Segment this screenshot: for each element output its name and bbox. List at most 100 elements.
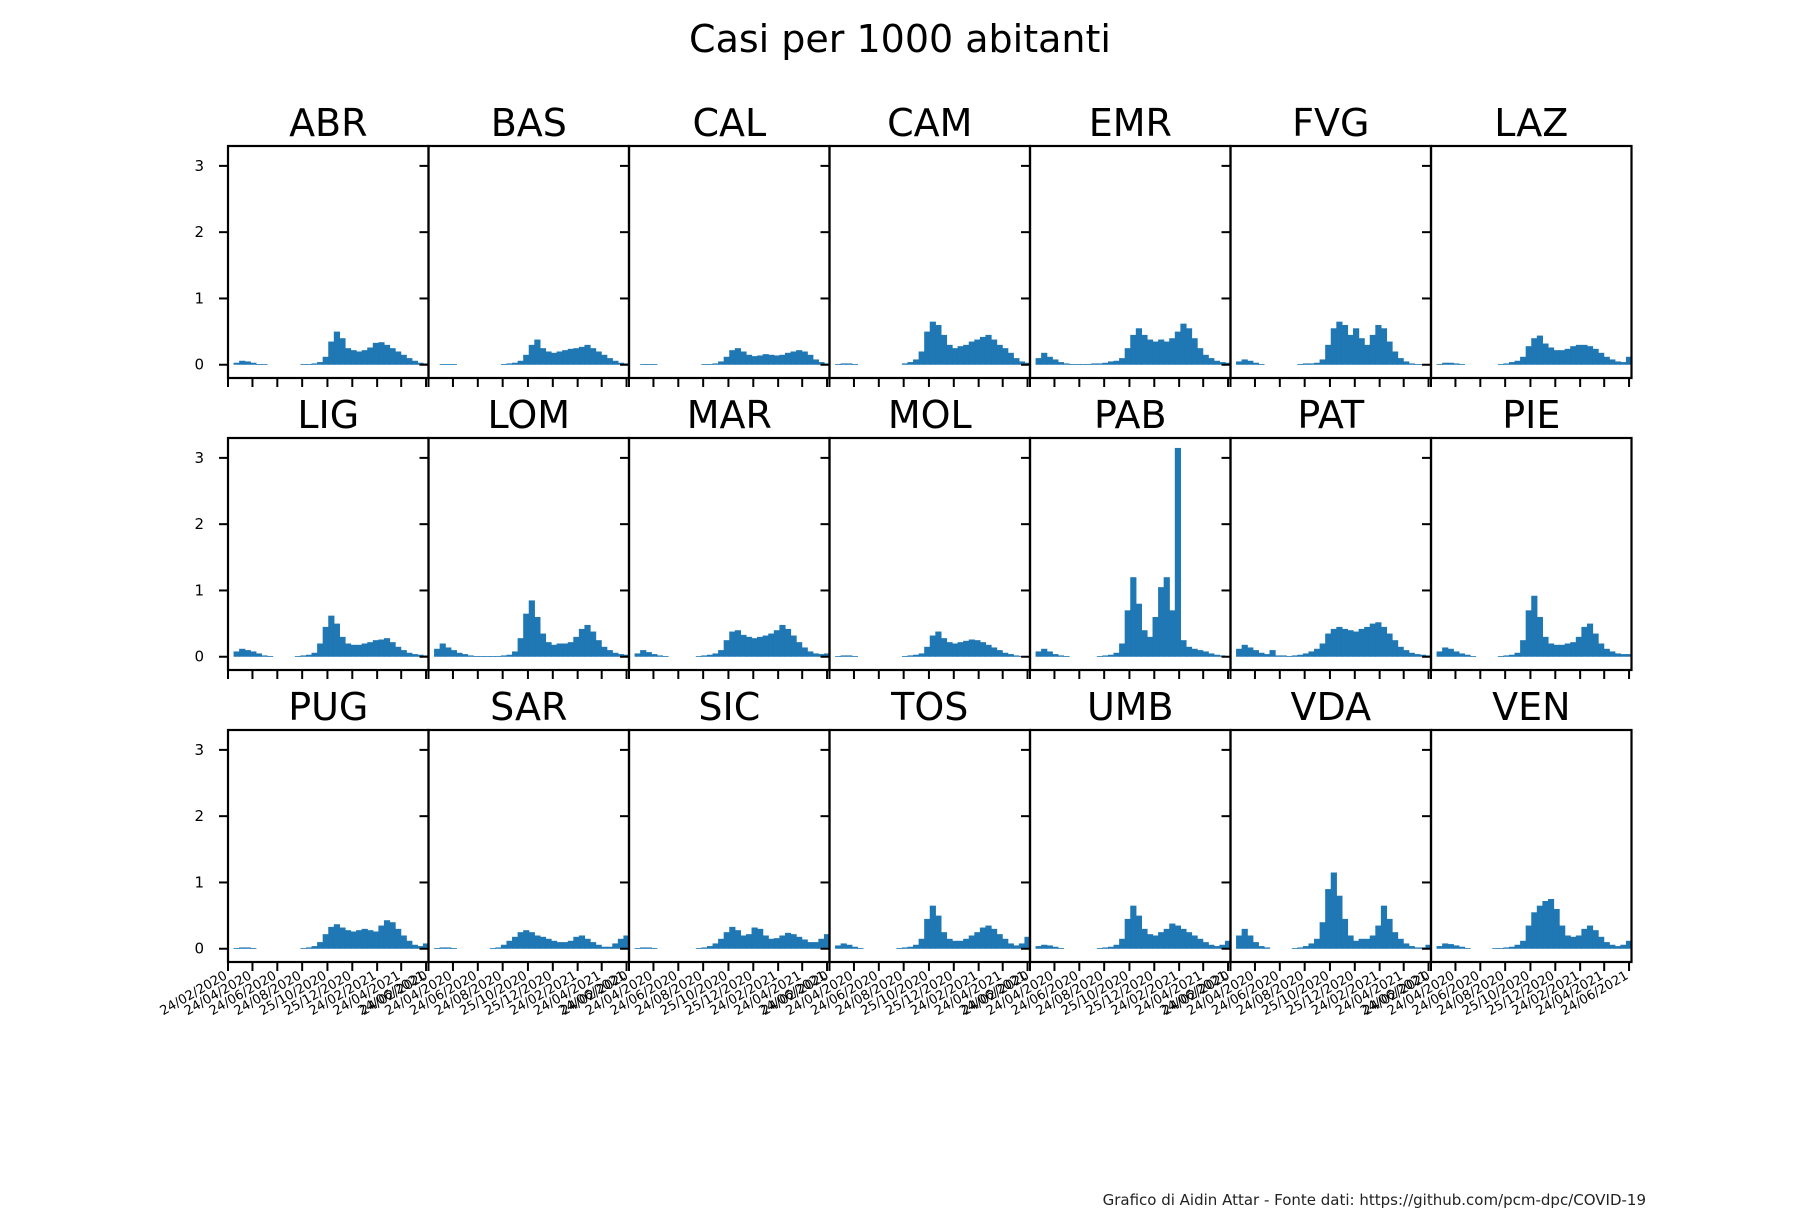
bar: [617, 938, 625, 949]
panel-title: VEN: [1492, 685, 1570, 729]
bar: [974, 339, 981, 365]
bar: [612, 943, 619, 949]
bar: [1503, 947, 1510, 949]
bar: [757, 355, 764, 365]
bar: [996, 650, 1003, 657]
bar: [952, 643, 959, 657]
bar: [1547, 347, 1555, 365]
bar: [1314, 648, 1321, 657]
bar: [1525, 346, 1532, 365]
panel-title: CAL: [692, 101, 766, 145]
bar: [740, 634, 747, 657]
bar: [1442, 943, 1449, 949]
bar: [344, 930, 352, 949]
bar: [484, 656, 491, 657]
bar: [1247, 935, 1254, 949]
panel-pab: PAB: [1021, 393, 1232, 679]
bar: [985, 334, 992, 365]
bar: [1314, 938, 1321, 949]
bar: [1592, 633, 1599, 657]
bar: [1314, 362, 1321, 365]
bar: [818, 938, 825, 949]
bar: [1035, 358, 1042, 365]
bar: [985, 925, 992, 949]
bar: [796, 936, 803, 949]
y-tick-label: 3: [194, 449, 204, 467]
bar: [773, 355, 780, 365]
bar: [1319, 643, 1326, 657]
bar: [445, 364, 452, 365]
bar: [751, 927, 758, 949]
bar: [1052, 654, 1059, 657]
y-tick-label: 2: [194, 807, 204, 825]
bar: [1169, 338, 1176, 365]
bar: [963, 640, 970, 657]
bar: [266, 656, 274, 657]
bar: [1581, 344, 1588, 365]
bar: [1258, 652, 1265, 657]
bar: [991, 647, 998, 657]
bar: [1503, 655, 1510, 657]
bar: [1464, 948, 1471, 949]
bar: [929, 905, 936, 949]
bar: [1369, 935, 1376, 949]
bar: [411, 944, 418, 949]
bar: [1497, 364, 1504, 365]
bar: [745, 636, 753, 657]
bar: [946, 642, 953, 657]
bar: [250, 651, 257, 657]
bar: [1213, 360, 1220, 365]
bar: [534, 339, 541, 365]
bar: [1024, 936, 1031, 949]
bar: [461, 654, 469, 657]
bar: [1247, 647, 1254, 657]
bar: [740, 351, 747, 365]
bar: [1124, 348, 1131, 365]
panel-laz: LAZ: [1422, 101, 1633, 387]
bar: [1085, 364, 1092, 365]
bar: [601, 946, 608, 949]
panel-title: SIC: [698, 685, 760, 729]
panel-pug: PUG012324/02/202024/04/202024/06/202024/…: [158, 685, 430, 1019]
bar: [729, 350, 736, 365]
bar: [1146, 339, 1154, 365]
panel-lig: LIG 0 1 2 3: [194, 393, 430, 679]
bar: [1625, 356, 1633, 365]
bar: [539, 936, 547, 949]
bar: [1291, 655, 1298, 657]
bar: [1119, 358, 1126, 365]
bar: [545, 938, 552, 949]
bar: [1213, 946, 1220, 949]
bar: [523, 930, 530, 949]
bar: [606, 358, 613, 365]
bar: [606, 650, 613, 657]
bar: [367, 642, 374, 657]
bar: [590, 631, 597, 657]
bar: [406, 940, 413, 949]
bar: [1169, 923, 1176, 949]
bar: [712, 943, 719, 949]
bar: [1330, 628, 1337, 657]
bar: [1392, 351, 1399, 365]
panel-sar: SAR24/02/202024/04/202024/06/202024/08/2…: [358, 685, 631, 1019]
bar: [1018, 943, 1026, 949]
bar: [823, 653, 831, 657]
bar: [1130, 334, 1137, 365]
bar: [851, 364, 858, 365]
panel-fvg: FVG: [1221, 101, 1433, 387]
bar: [946, 938, 953, 949]
bar: [1403, 943, 1410, 949]
bar: [1453, 363, 1460, 365]
bar: [556, 351, 563, 365]
bar: [1041, 648, 1048, 657]
bar: [255, 653, 263, 657]
bar: [1252, 650, 1259, 657]
bar: [645, 652, 652, 657]
bar: [784, 628, 792, 657]
bar: [595, 640, 602, 657]
bar: [1575, 935, 1582, 949]
bar: [913, 944, 920, 949]
bar: [395, 928, 402, 949]
bar: [395, 646, 402, 657]
bar: [706, 364, 714, 365]
